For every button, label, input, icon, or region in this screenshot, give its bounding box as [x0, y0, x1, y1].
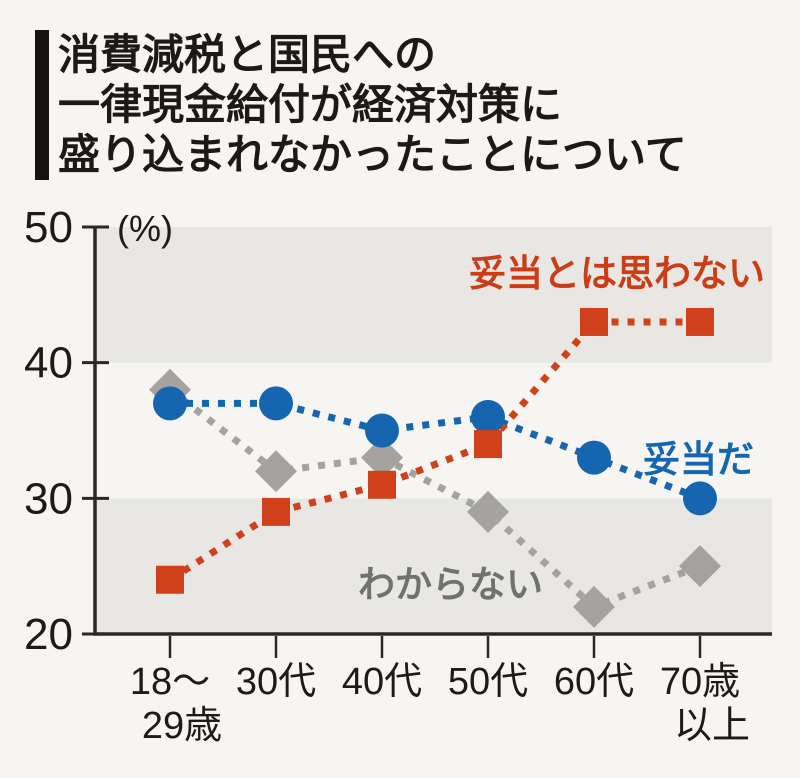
data-point-not-appropriate	[474, 430, 502, 459]
data-point-appropriate	[577, 440, 611, 475]
data-point-appropriate	[259, 386, 293, 421]
title-accent-bar	[35, 30, 49, 180]
y-axis-label: 30	[24, 474, 73, 523]
x-axis-label: 50代	[448, 661, 528, 703]
data-point-dont-know	[573, 585, 615, 628]
y-axis-unit-label: (%)	[117, 208, 173, 249]
series-line-appropriate	[170, 399, 702, 502]
series-line-not-appropriate	[168, 318, 700, 583]
x-axis-label: 70歳	[660, 661, 740, 703]
data-point-not-appropriate	[262, 497, 290, 526]
data-point-dont-know	[361, 436, 403, 479]
data-point-appropriate	[683, 481, 717, 516]
data-point-dont-know	[255, 450, 297, 493]
grid-band	[96, 498, 772, 634]
data-point-appropriate	[471, 399, 505, 434]
title-line-2: 一律現金給付が経済対策に	[58, 81, 563, 128]
y-axis-label: 40	[24, 339, 73, 388]
data-point-not-appropriate	[580, 307, 608, 336]
data-point-appropriate	[365, 413, 399, 448]
x-axis-label: 18〜	[130, 661, 210, 703]
data-point-not-appropriate	[156, 565, 184, 594]
y-axis-label: 50	[24, 203, 73, 252]
series-label-dont-know: わからない	[358, 564, 543, 605]
title-text: 消費減税と国民への 一律現金給付が経済対策に 盛り込まれなかったことについて	[58, 30, 687, 180]
title-line-3: 盛り込まれなかったことについて	[58, 131, 687, 178]
x-axis-label: 60代	[554, 661, 634, 703]
x-axis-label: 29歳	[142, 705, 222, 747]
data-point-not-appropriate	[368, 470, 396, 499]
x-axis-label: 以上	[674, 705, 750, 747]
data-point-dont-know	[679, 545, 721, 588]
title-line-1: 消費減税と国民への	[58, 31, 437, 78]
series-label-not-appropriate: 妥当とは思わない	[469, 253, 765, 294]
grid-band	[96, 227, 772, 363]
x-axis-label: 40代	[342, 661, 422, 703]
series-label-appropriate: 妥当だ	[643, 439, 754, 480]
y-axis-label: 20	[24, 610, 73, 659]
x-axis-label: 30代	[236, 661, 316, 703]
data-point-appropriate	[153, 386, 187, 421]
chart-title: 消費減税と国民への 一律現金給付が経済対策に 盛り込まれなかったことについて	[35, 30, 687, 180]
data-point-not-appropriate	[686, 307, 714, 336]
data-point-dont-know	[467, 490, 509, 533]
